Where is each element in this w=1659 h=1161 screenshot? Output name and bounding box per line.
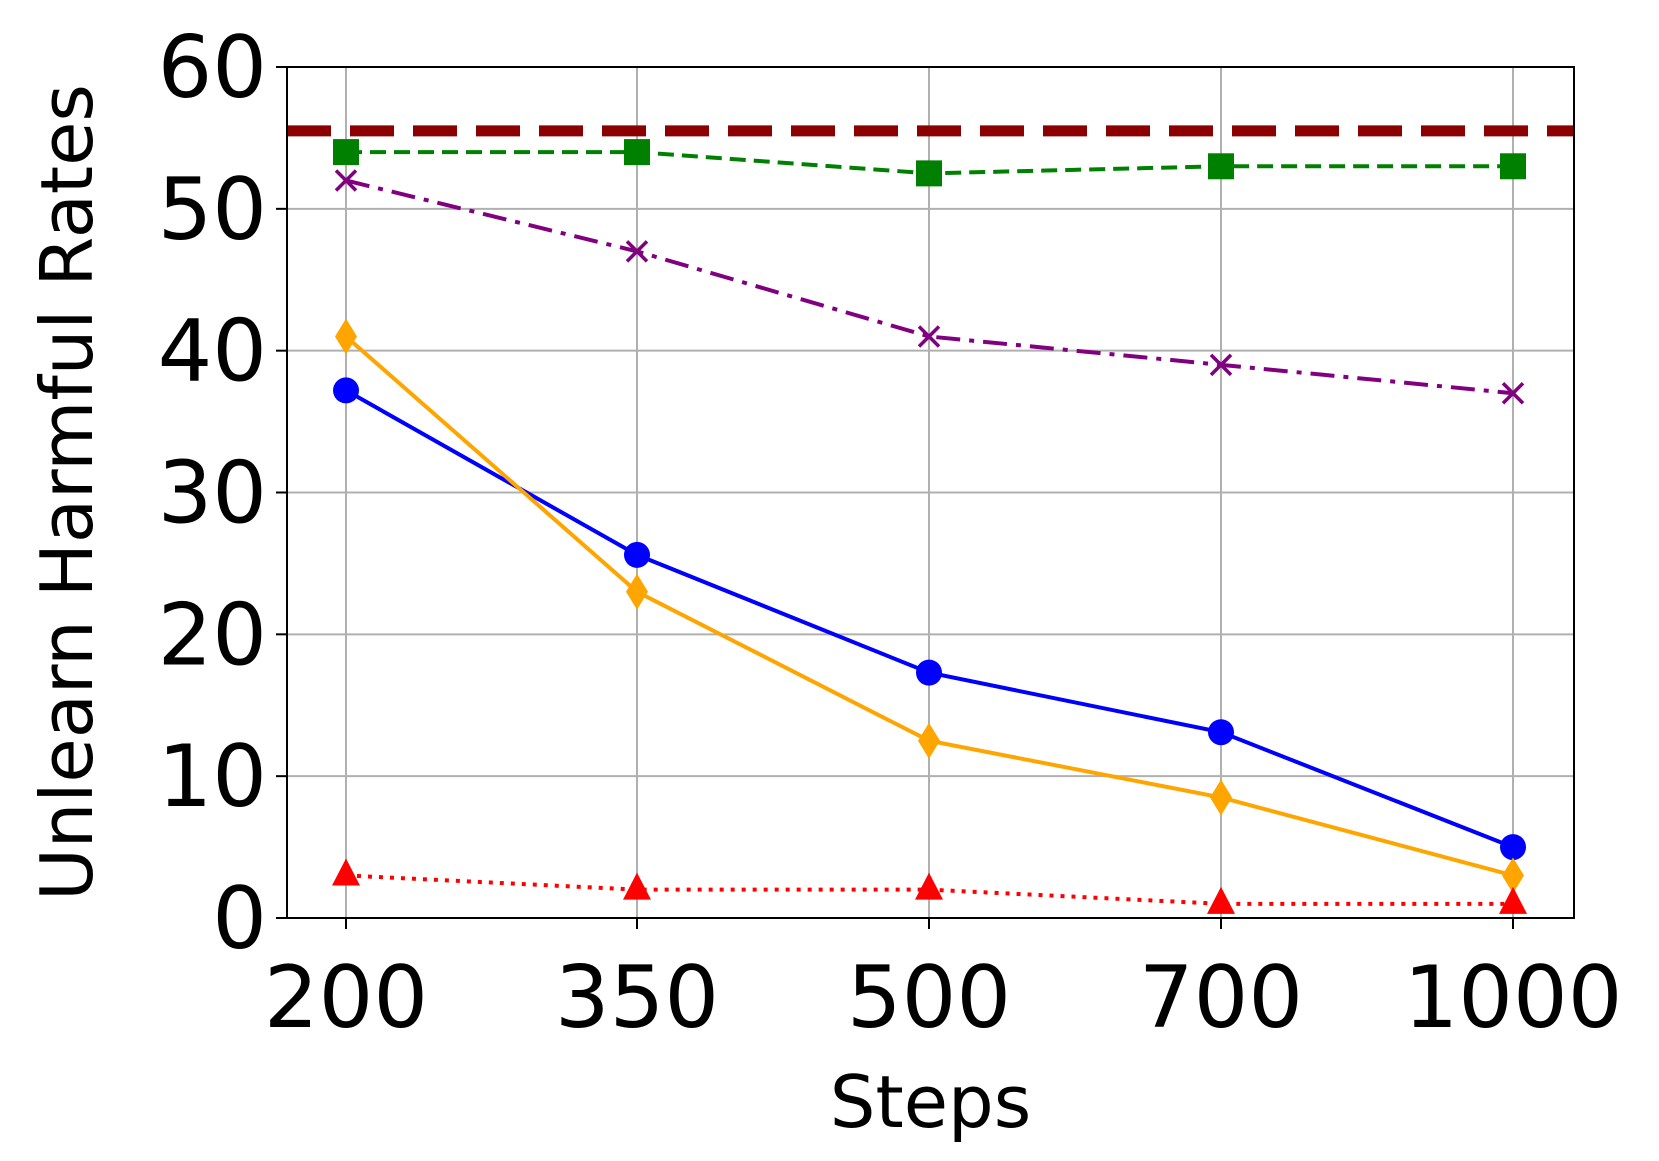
y-tick-label: 10 — [158, 727, 267, 827]
grid — [287, 66, 1574, 919]
data-point — [916, 659, 942, 686]
data-point — [1208, 153, 1234, 180]
data-point — [624, 139, 650, 166]
data-point — [1501, 381, 1525, 405]
data-point — [918, 722, 940, 759]
series-square — [333, 139, 1526, 187]
data-point — [917, 325, 941, 348]
series-x — [334, 169, 1525, 405]
x-tick-label: 200 — [264, 948, 428, 1048]
data-point — [334, 169, 358, 192]
series-circle — [333, 377, 1526, 861]
data-point — [1500, 834, 1526, 861]
data-point — [332, 858, 360, 886]
y-tick-label: 30 — [158, 444, 267, 544]
axes: 0 10 20 30 40 50 60 200 350 500 700 1000 — [158, 18, 1623, 1048]
data-point — [1208, 719, 1234, 746]
x-tick-label: 500 — [847, 948, 1011, 1048]
x-axis-title: Steps — [830, 1060, 1031, 1144]
x-tick-label: 1000 — [1404, 948, 1623, 1048]
data-point — [1207, 886, 1235, 914]
data-point — [915, 872, 943, 900]
data-point — [626, 573, 648, 610]
series-line — [345, 178, 1514, 396]
data-point — [624, 541, 650, 568]
data-point — [916, 160, 942, 187]
series-group — [332, 139, 1527, 914]
data-point — [1502, 857, 1524, 894]
data-point — [1209, 353, 1233, 377]
y-tick-label: 50 — [158, 160, 267, 260]
y-tick-label: 60 — [158, 18, 267, 118]
data-point — [333, 377, 359, 404]
y-tick-label: 40 — [158, 302, 267, 402]
x-tick-label: 350 — [555, 948, 719, 1048]
data-point — [1500, 153, 1526, 180]
y-tick-label: 20 — [158, 585, 267, 685]
series-diamond — [335, 318, 1524, 894]
x-tick-label: 700 — [1139, 948, 1303, 1048]
data-point — [625, 240, 649, 263]
data-point — [335, 318, 357, 355]
y-tick-label: 0 — [212, 869, 267, 969]
data-point — [623, 872, 651, 900]
y-axis-title: Unlearn Harmful Rates — [25, 84, 109, 901]
series-triangle — [332, 858, 1527, 914]
data-point — [1210, 779, 1232, 816]
data-point — [1499, 886, 1527, 914]
data-point — [333, 139, 359, 166]
